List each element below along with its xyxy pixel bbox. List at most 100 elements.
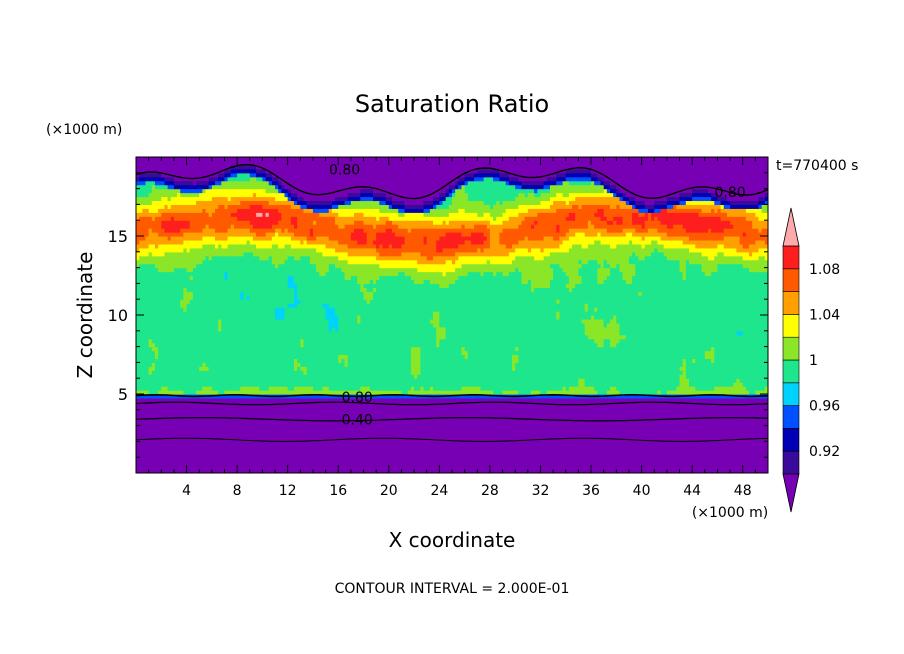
field-cell bbox=[199, 453, 203, 458]
field-cell bbox=[164, 358, 169, 363]
field-cell bbox=[158, 271, 162, 277]
field-cell bbox=[173, 303, 178, 308]
field-cell bbox=[183, 168, 188, 174]
field-cell bbox=[196, 338, 200, 344]
field-cell bbox=[205, 358, 210, 363]
field-cell bbox=[189, 224, 194, 229]
field-cell bbox=[161, 247, 166, 253]
field-cell bbox=[164, 350, 169, 356]
field-cell bbox=[180, 184, 184, 190]
field-cell bbox=[164, 397, 169, 403]
field-cell bbox=[186, 168, 191, 174]
field-cell bbox=[189, 465, 194, 470]
field-cell bbox=[170, 157, 175, 162]
field-cell bbox=[164, 157, 169, 162]
field-cell bbox=[164, 160, 169, 166]
field-cell bbox=[148, 184, 153, 190]
field-cell bbox=[196, 188, 200, 194]
field-cell bbox=[151, 196, 156, 202]
field-cell bbox=[196, 196, 200, 202]
field-cell bbox=[148, 267, 153, 273]
field-cell bbox=[167, 243, 172, 249]
field-cell bbox=[151, 457, 156, 462]
field-cell bbox=[173, 192, 178, 198]
field-cell bbox=[148, 243, 153, 249]
field-cell bbox=[180, 275, 184, 281]
field-cell bbox=[180, 441, 184, 446]
field-cell bbox=[161, 405, 166, 411]
field-cell bbox=[173, 378, 178, 383]
field-cell bbox=[189, 168, 194, 174]
field-cell bbox=[183, 441, 188, 446]
field-cell bbox=[142, 176, 147, 182]
field-cell bbox=[145, 405, 150, 411]
field-cell bbox=[199, 287, 203, 292]
field-cell bbox=[199, 188, 203, 194]
field-cell bbox=[161, 157, 166, 162]
field-cell bbox=[177, 366, 181, 371]
field-cell bbox=[192, 354, 197, 360]
field-cell bbox=[154, 322, 159, 328]
field-cell bbox=[170, 220, 175, 225]
field-cell bbox=[145, 390, 150, 395]
field-cell bbox=[151, 315, 156, 320]
field-cell bbox=[192, 366, 197, 371]
field-cell bbox=[158, 350, 162, 356]
field-cell bbox=[139, 303, 143, 308]
field-cell bbox=[196, 307, 200, 312]
field-cell bbox=[145, 228, 150, 233]
field-cell bbox=[151, 259, 156, 265]
field-cell bbox=[154, 326, 159, 332]
field-cell bbox=[186, 247, 191, 253]
field-cell bbox=[145, 453, 150, 458]
field-cell bbox=[173, 164, 178, 170]
field-cell bbox=[202, 283, 207, 288]
field-cell bbox=[196, 267, 200, 273]
field-cell bbox=[145, 204, 150, 209]
field-cell bbox=[170, 342, 175, 348]
field-cell bbox=[151, 172, 156, 178]
field-cell bbox=[196, 212, 200, 217]
field-cell bbox=[189, 295, 194, 300]
field-cell bbox=[183, 303, 188, 308]
field-cell bbox=[139, 318, 143, 324]
field-cell bbox=[205, 417, 210, 423]
field-cell bbox=[186, 413, 191, 419]
field-cell bbox=[173, 441, 178, 446]
field-cell bbox=[136, 445, 140, 450]
field-cell bbox=[173, 220, 178, 225]
field-cell bbox=[189, 413, 194, 419]
field-cell bbox=[139, 445, 143, 450]
field-cell bbox=[192, 263, 197, 269]
field-cell bbox=[139, 342, 143, 348]
field-cell bbox=[202, 366, 207, 371]
field-cell bbox=[170, 315, 175, 320]
field-cell bbox=[167, 188, 172, 194]
field-cell bbox=[148, 251, 153, 257]
field-cell bbox=[199, 370, 203, 375]
field-cell bbox=[161, 239, 166, 245]
field-cell bbox=[189, 279, 194, 284]
field-cell bbox=[145, 326, 150, 332]
field-cell bbox=[189, 445, 194, 450]
field-cell bbox=[145, 378, 150, 383]
field-cell bbox=[154, 354, 159, 360]
field-cell bbox=[142, 350, 147, 356]
field-cell bbox=[142, 259, 147, 265]
field-cell bbox=[148, 239, 153, 245]
field-cell bbox=[158, 457, 162, 462]
field-cell bbox=[186, 350, 191, 356]
field-cell bbox=[205, 354, 210, 360]
field-cell bbox=[192, 386, 197, 391]
field-cell bbox=[180, 267, 184, 273]
field-cell bbox=[164, 445, 169, 450]
field-cell bbox=[170, 303, 175, 308]
field-cell bbox=[158, 449, 162, 454]
field-cell bbox=[199, 208, 203, 213]
field-cell bbox=[202, 413, 207, 419]
field-cell bbox=[158, 397, 162, 403]
field-cell bbox=[180, 437, 184, 442]
field-cell bbox=[142, 315, 147, 320]
field-cell bbox=[136, 449, 140, 454]
field-cell bbox=[177, 291, 181, 296]
